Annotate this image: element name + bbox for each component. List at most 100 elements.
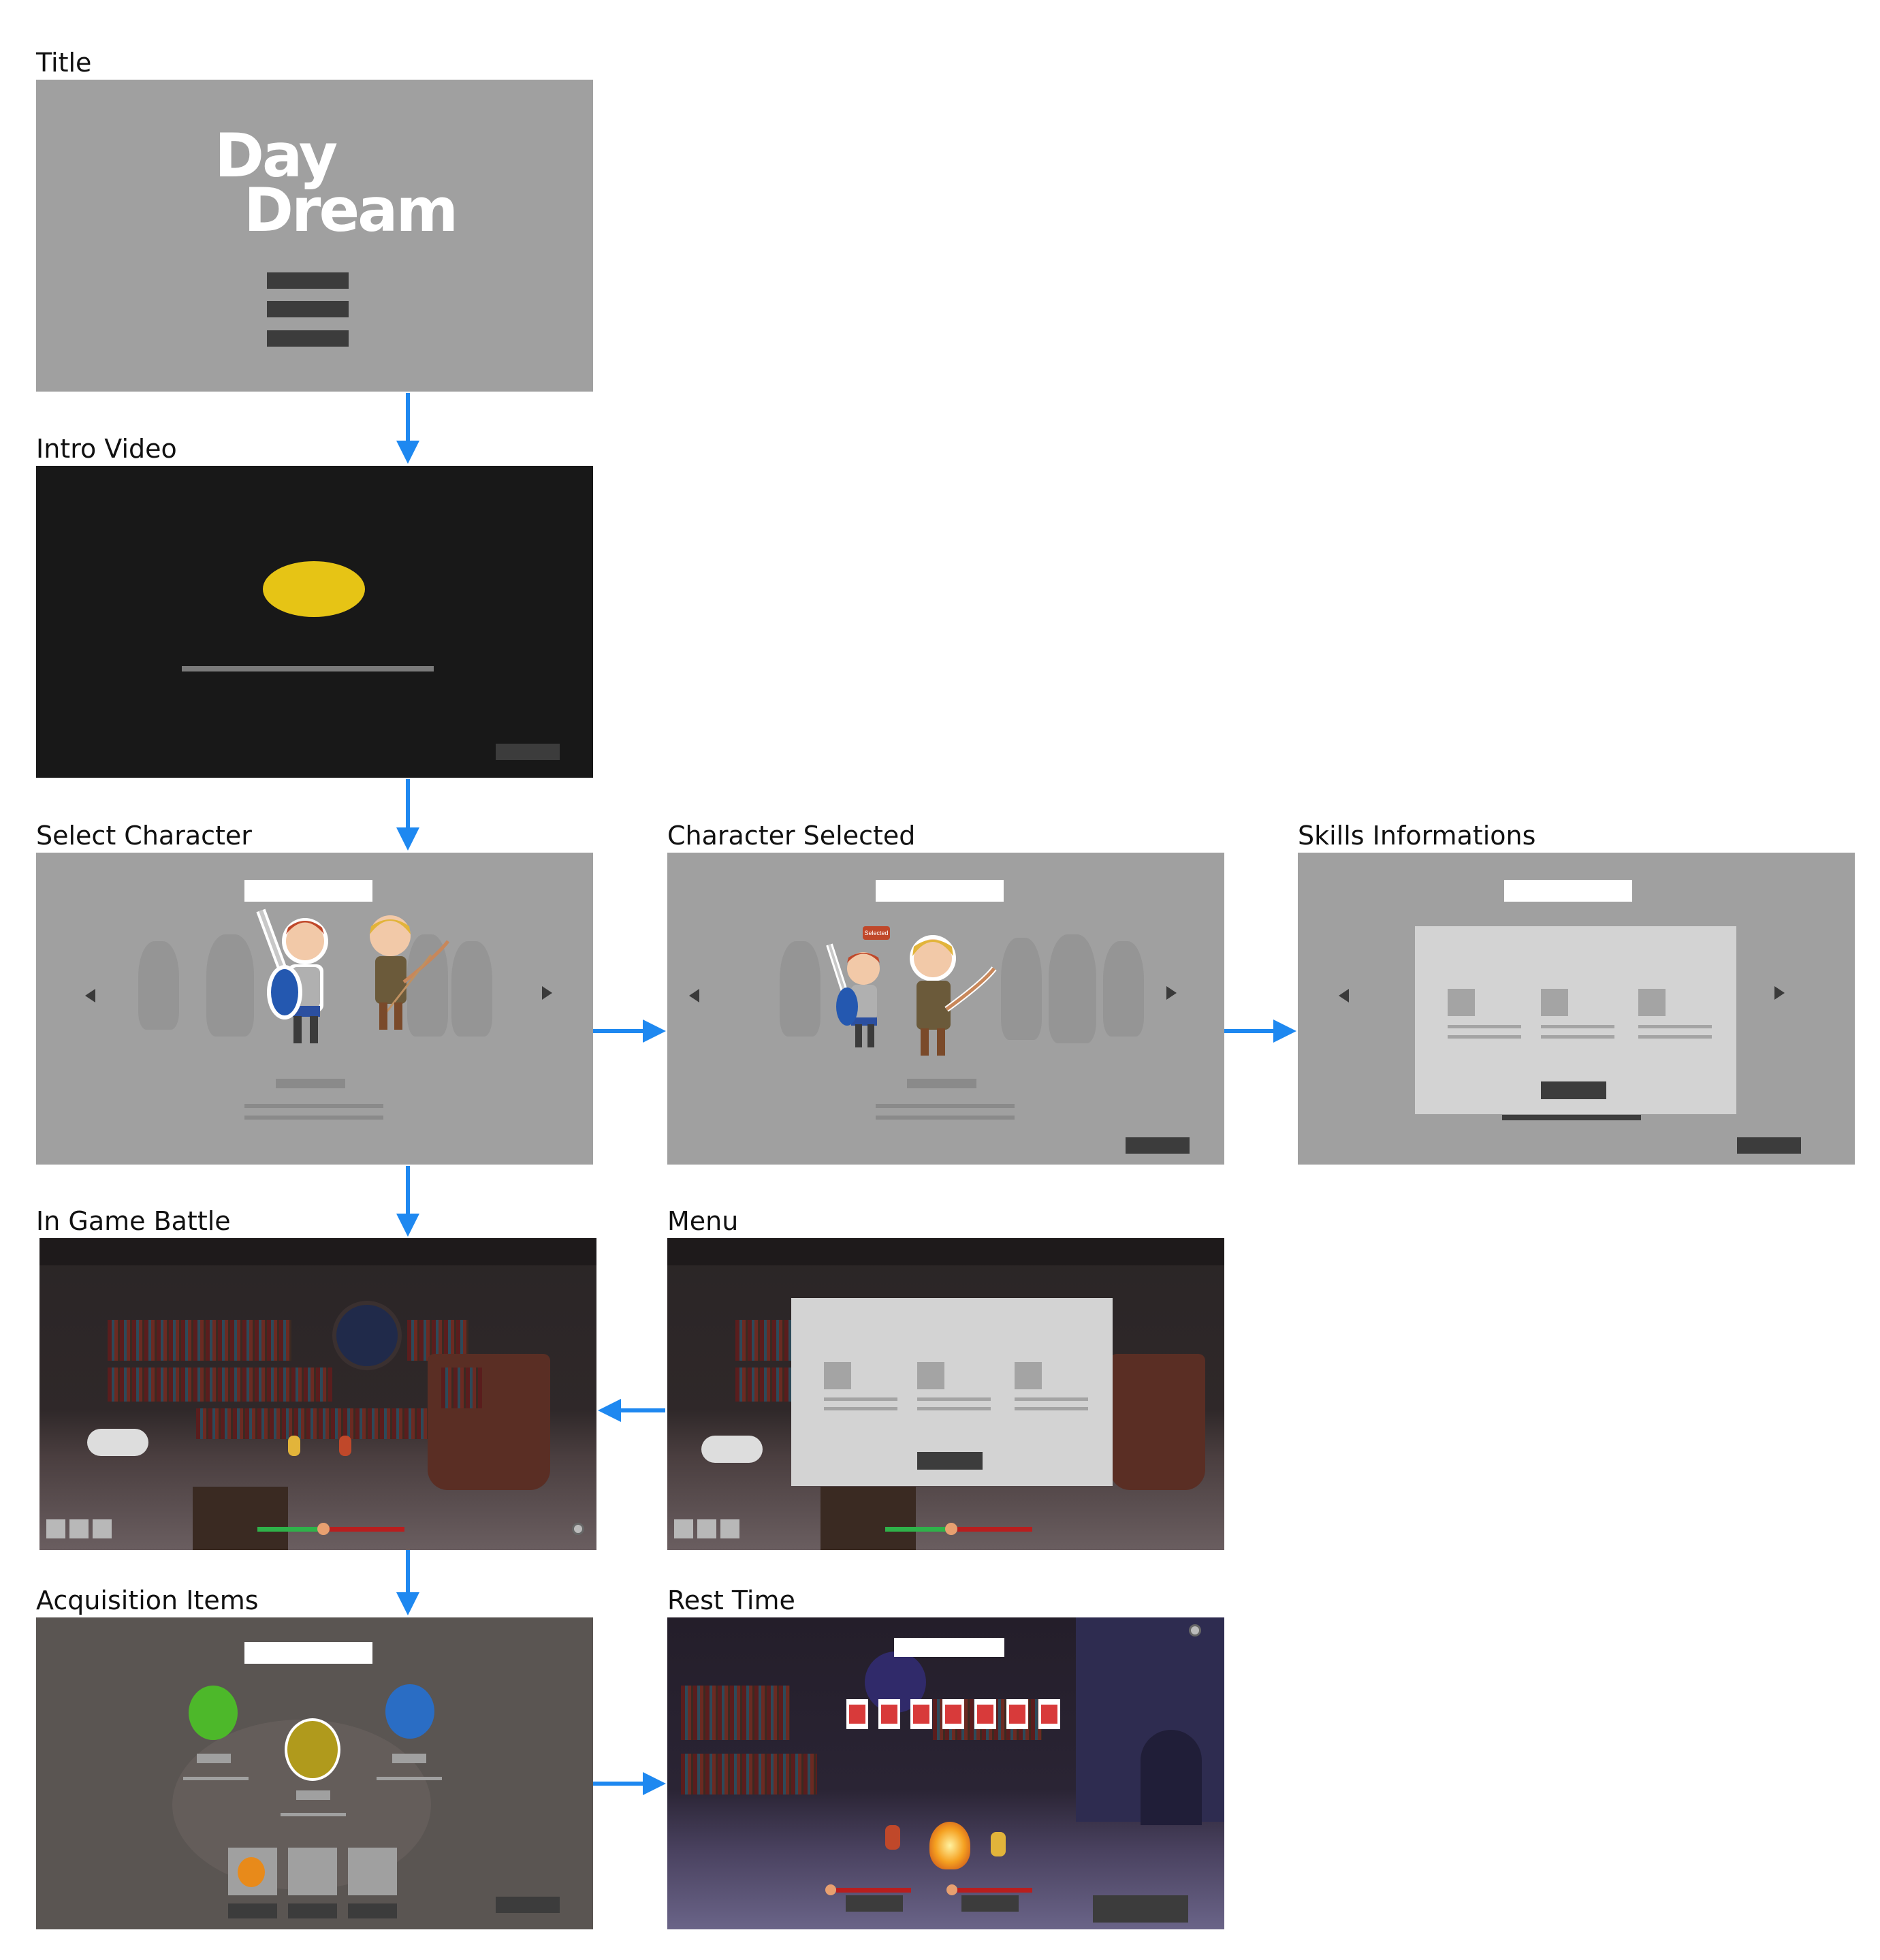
confirm-button[interactable]: [1737, 1137, 1801, 1154]
bookshelf: [196, 1408, 441, 1439]
menu-text-line: [917, 1407, 991, 1410]
skill-text-line: [1541, 1035, 1614, 1039]
settings-icon[interactable]: [1189, 1624, 1201, 1637]
inventory-slot-3[interactable]: [348, 1848, 397, 1895]
knight-character[interactable]: [339, 1436, 351, 1456]
confirm-button[interactable]: [1126, 1137, 1190, 1154]
next-arrow[interactable]: [1774, 986, 1785, 1000]
settings-icon[interactable]: [572, 1523, 584, 1535]
bookshelf: [735, 1368, 797, 1402]
knight-character: [885, 1825, 900, 1850]
rest-card-1[interactable]: [846, 1699, 868, 1729]
video-progress-bar[interactable]: [182, 666, 434, 671]
player-portrait: [317, 1523, 330, 1535]
rest-card-7[interactable]: [1038, 1699, 1060, 1729]
confirm-button[interactable]: [496, 1897, 560, 1913]
foreground-shelf: [820, 1487, 916, 1550]
slot-button-2[interactable]: [288, 1903, 337, 1918]
header-box: [1504, 880, 1632, 902]
menu-button-1[interactable]: [267, 272, 349, 289]
label-skills-informations: Skills Informations: [1298, 821, 1536, 851]
player-portrait: [825, 1884, 836, 1895]
close-button[interactable]: [1541, 1081, 1606, 1099]
player-hp-bar: [885, 1527, 946, 1532]
prev-arrow[interactable]: [85, 989, 95, 1002]
header-box: [876, 880, 1004, 902]
ceiling: [667, 1238, 1224, 1265]
round-window: [332, 1301, 402, 1370]
menu-button-3[interactable]: [267, 330, 349, 347]
character-silhouette: [1001, 938, 1042, 1040]
label-select-character: Select Character: [36, 821, 252, 851]
item-blue[interactable]: [385, 1684, 434, 1739]
description-line: [876, 1116, 1015, 1120]
slot-button-3[interactable]: [348, 1903, 397, 1918]
character-silhouette: [451, 941, 492, 1037]
skill-slot-2[interactable]: [69, 1519, 89, 1538]
character-silhouette: [1103, 941, 1144, 1037]
intro-disc: [263, 561, 365, 617]
in-game-battle-screen: [39, 1238, 596, 1550]
menu-icon[interactable]: [1015, 1362, 1042, 1389]
enemy-hp-bar: [957, 1527, 1032, 1532]
title-screen: Day Dream: [36, 80, 593, 392]
close-button[interactable]: [917, 1452, 983, 1470]
rest-card-5[interactable]: [974, 1699, 996, 1729]
menu-icon[interactable]: [917, 1362, 944, 1389]
next-arrow[interactable]: [542, 986, 552, 1000]
menu-icon[interactable]: [824, 1362, 851, 1389]
header-box: [244, 880, 372, 902]
skull-creature: [87, 1429, 148, 1456]
archer-character[interactable]: [356, 907, 451, 1043]
item-text-line: [281, 1813, 346, 1816]
item-name-bar: [296, 1790, 330, 1800]
description-line: [1502, 1115, 1641, 1120]
menu-text-line: [1015, 1407, 1088, 1410]
skill-slot-3[interactable]: [93, 1519, 112, 1538]
item-name-bar: [392, 1754, 426, 1763]
rest-card-6[interactable]: [1006, 1699, 1028, 1729]
skill-slot-2[interactable]: [697, 1519, 716, 1538]
character-name-bar: [276, 1079, 345, 1088]
rest-action-button-2[interactable]: [961, 1895, 1019, 1912]
header-box: [244, 1642, 372, 1664]
rest-action-button-1[interactable]: [846, 1895, 903, 1912]
rest-card-3[interactable]: [910, 1699, 932, 1729]
foreground-shelf: [193, 1487, 288, 1550]
slot-button-1[interactable]: [228, 1903, 277, 1918]
select-character-screen: [36, 853, 593, 1165]
prev-arrow[interactable]: [689, 989, 699, 1002]
skill-slot-3[interactable]: [720, 1519, 739, 1538]
archer-character[interactable]: [288, 1436, 300, 1456]
monster-books: [441, 1368, 482, 1408]
archer-character[interactable]: [892, 928, 1001, 1064]
prev-arrow[interactable]: [1339, 989, 1349, 1002]
next-arrow[interactable]: [1166, 986, 1177, 1000]
rest-card-2[interactable]: [878, 1699, 900, 1729]
character-name-bar: [907, 1079, 976, 1088]
character-silhouette: [780, 941, 820, 1037]
item-green[interactable]: [189, 1686, 238, 1740]
knight-character[interactable]: [824, 941, 892, 1057]
rest-card-4[interactable]: [942, 1699, 964, 1729]
item-text-line: [183, 1777, 249, 1780]
knight-character[interactable]: [254, 907, 342, 1054]
bookshelf-monster: [1110, 1354, 1205, 1490]
archer-character: [991, 1832, 1006, 1856]
character-selected-screen: Selected: [667, 853, 1224, 1165]
skip-button[interactable]: [496, 744, 560, 760]
description-line: [244, 1116, 383, 1120]
skills-informations-screen: [1298, 853, 1855, 1165]
skill-slot-1[interactable]: [46, 1519, 65, 1538]
bookshelf: [735, 1320, 797, 1361]
ceiling: [39, 1238, 596, 1265]
skill-slot-1[interactable]: [674, 1519, 693, 1538]
inventory-slot-2[interactable]: [288, 1848, 337, 1895]
item-gold-selected[interactable]: [285, 1718, 340, 1781]
character-silhouette: [1049, 934, 1096, 1043]
continue-button[interactable]: [1093, 1895, 1188, 1923]
enemy-hp-bar: [330, 1527, 404, 1532]
ally-portrait: [946, 1884, 957, 1895]
menu-button-2[interactable]: [267, 301, 349, 317]
description-line: [876, 1104, 1015, 1108]
